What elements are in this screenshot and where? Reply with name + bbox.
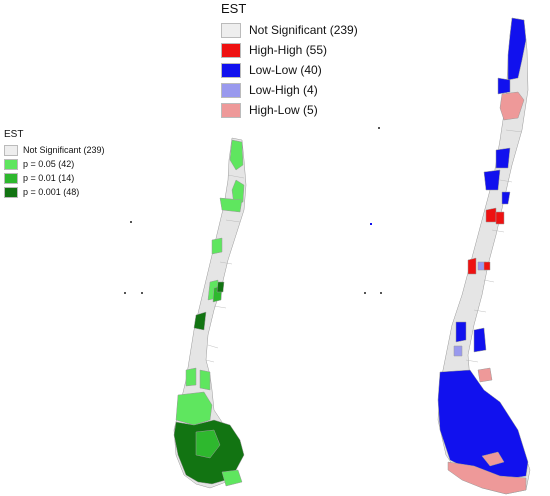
region-low-low [497,77,511,95]
region-high-high [495,211,505,225]
region-p005 [185,367,197,387]
region-p0001 [193,311,207,331]
region-p005 [199,369,211,391]
region-low-low [483,169,501,191]
legend-label: Not Significant (239) [23,145,105,155]
legend-item-p001: p = 0.01 (14) [4,171,105,185]
legend-label: p = 0.001 (48) [23,187,80,197]
region-p005 [229,139,244,171]
legend-swatch [4,172,18,184]
region-p0001 [216,281,225,293]
region-low-low [495,147,511,169]
region-low-high [453,345,463,357]
island-markers [124,127,382,294]
legend-item-low-low: Low-Low (40) [221,60,358,80]
legend-label: Low-High (4) [249,83,318,97]
legend-title: EST [221,1,247,16]
region-high-high [483,261,491,271]
region-low-low [437,369,529,481]
region-high-low [481,451,505,467]
legend-item-not-significant: Not Significant (239) [221,20,358,40]
legend-item-high-high: High-High (55) [221,40,358,60]
region-p005 [219,197,243,213]
legend-item-low-high: Low-High (4) [221,80,358,100]
legend-label: p = 0.05 (42) [23,159,75,169]
region-high-low [499,91,525,121]
region-p005 [175,391,213,426]
legend-label: Not Significant (239) [249,23,358,37]
legend-title: EST [4,129,24,140]
legend-label: High-High (55) [249,43,328,57]
region-low-low [507,17,527,81]
legend-item-high-low: High-Low (5) [221,100,358,120]
region-p005 [221,469,243,487]
cluster-legend: EST Not Significant (239) High-High (55)… [221,1,358,120]
region-low-low [455,321,467,343]
legend-label: Low-Low (40) [249,63,322,77]
region-p005 [211,237,223,255]
significance-legend: EST Not Significant (239) p = 0.05 (42) … [4,129,105,199]
legend-swatch [221,42,241,58]
legend-label: High-Low (5) [249,103,318,117]
legend-swatch [221,62,241,78]
legend-swatch [4,186,18,198]
legend-item-p005: p = 0.05 (42) [4,157,105,171]
legend-label: p = 0.01 (14) [23,173,75,183]
region-low-low [473,327,487,353]
region-low-low [501,191,511,205]
legend-swatch [221,82,241,98]
legend-swatch [4,158,18,170]
legend-swatch [221,102,241,118]
internal-boundaries [205,129,523,363]
legend-swatch [4,144,18,156]
legend-swatch [221,22,241,38]
region-high-low [477,367,493,383]
region-high-high [467,257,477,275]
right-map [437,17,531,495]
legend-item-p0001: p = 0.001 (48) [4,185,105,199]
legend-item-not-significant: Not Significant (239) [4,143,105,157]
region-high-high [485,207,497,223]
region-p001 [195,429,221,459]
region-high-low [447,461,527,495]
left-map [173,137,247,489]
